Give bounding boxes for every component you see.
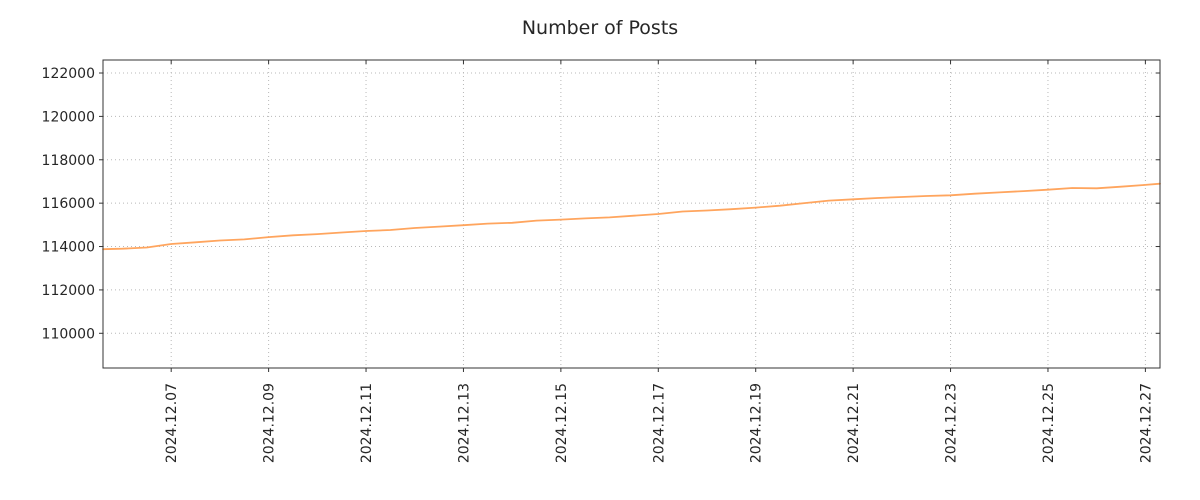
y-tick-label: 116000 [42, 196, 95, 212]
x-tick-label: 2024.12.17 [651, 383, 667, 463]
data-line-posts [102, 182, 1161, 251]
x-tick-label: 2024.12.21 [846, 383, 862, 463]
y-tick-label: 122000 [42, 66, 95, 82]
x-tick-label: 2024.12.27 [1138, 383, 1154, 463]
y-tick-label: 110000 [42, 326, 95, 342]
y-tick-label: 118000 [42, 153, 95, 169]
x-tick-label: 2024.12.25 [1041, 383, 1057, 463]
x-tick-label: 2024.12.15 [554, 383, 570, 463]
y-tick-label: 114000 [42, 240, 95, 256]
x-tick-label: 2024.12.11 [359, 383, 375, 463]
y-tick-label: 112000 [42, 283, 95, 299]
chart-title: Number of Posts [521, 17, 679, 39]
x-tick-label: 2024.12.13 [456, 383, 472, 463]
x-tick-label: 2024.12.23 [944, 383, 960, 463]
y-tick-label: 120000 [42, 109, 95, 125]
x-tick-label: 2024.12.19 [749, 383, 765, 463]
x-tick-label: 2024.12.09 [262, 383, 278, 463]
x-tick-label: 2024.12.07 [164, 383, 180, 463]
plot-frame [102, 59, 1161, 369]
